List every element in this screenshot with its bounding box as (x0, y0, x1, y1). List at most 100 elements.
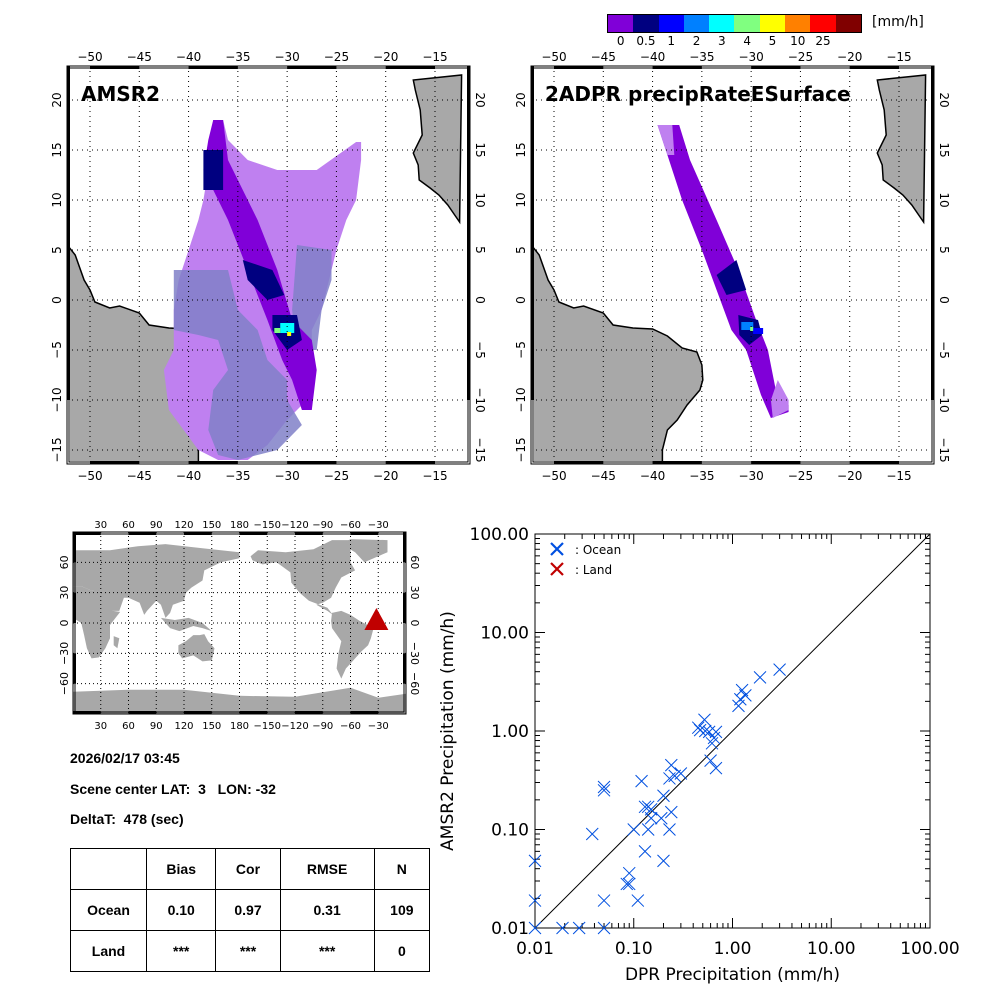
dpr-moderate-precip-cell (716, 260, 747, 295)
stats-header-n: N (373, 848, 431, 890)
one-to-one-line (534, 533, 931, 929)
world-map-lat-label-left: −60 (58, 672, 71, 695)
world-map-lon-label-top: −90 (312, 520, 333, 531)
world-map-frame-bar (350, 711, 379, 714)
scatter-point-ocean (663, 823, 676, 836)
y-tick-label: 0.01 (491, 919, 529, 939)
amsr2-mixed-precip-area (173, 270, 302, 460)
colorbar-tick-label: 3 (718, 34, 726, 48)
scatter-point-ocean (638, 800, 652, 814)
triangle-marker-icon (364, 607, 389, 630)
world-map-frame-bar (73, 532, 101, 535)
y-tick-label: 1.00 (491, 722, 529, 742)
north-america-landmass (250, 540, 356, 615)
world-map-lon-label-top: 90 (150, 520, 163, 531)
dpr-map: −50−50−45−45−40−40−35−35−30−30−25−25−20−… (514, 50, 951, 480)
world-map-lon-label-bottom: −120 (281, 721, 308, 732)
map-lat-label-right: 10 (473, 192, 487, 207)
scatter-point-ocean (644, 811, 658, 825)
world-map-lon-label-bottom: −150 (254, 721, 281, 732)
world-map-lon-label-bottom: 120 (174, 721, 193, 732)
world-map-frame-bar (239, 711, 268, 714)
map-lon-label-top: −35 (225, 50, 250, 64)
map-frame-bar (652, 66, 702, 69)
world-map-frame-bar (73, 711, 101, 714)
map-frame-bar (287, 461, 337, 464)
map-frame-bar (287, 66, 337, 69)
map-lon-label-top: −30 (274, 50, 299, 64)
scatter-point-ocean (627, 823, 641, 836)
map-lon-label-bottom: −15 (886, 469, 911, 480)
map-lat-label-right: −15 (937, 437, 951, 462)
map-frame-bar (90, 66, 140, 69)
scatter-point-ocean (644, 803, 658, 816)
map-lat-label-right: −5 (473, 341, 487, 359)
map-lat-label-right: 20 (473, 92, 487, 107)
map-lon-label-top: −20 (837, 50, 862, 64)
world-map-frame-bar (295, 711, 323, 714)
map-lon-label-bottom: −35 (689, 469, 714, 480)
scatter-point-ocean (704, 754, 717, 768)
map-lat-label-left: 20 (50, 92, 64, 107)
scatter-point-ocean (556, 921, 569, 935)
map-lon-label-bottom: −40 (640, 469, 665, 480)
stats-row-land: Land *** *** *** 0 (70, 930, 431, 972)
scatter-point-ocean (698, 724, 712, 738)
world-map-lon-label-top: 150 (202, 520, 221, 531)
colorbar-tick-label: 25 (815, 34, 831, 48)
x-axis-label: DPR Precipitation (mm/h) (625, 965, 840, 985)
map-lon-label-top: −35 (689, 50, 714, 64)
map-lon-label-bottom: −25 (788, 469, 813, 480)
map-lat-label-left: 15 (50, 142, 64, 157)
world-map-lon-label-bottom: 30 (94, 721, 107, 732)
map-lon-label-bottom: −45 (127, 469, 152, 480)
map-lon-label-top: −20 (373, 50, 398, 64)
map-lon-label-top: −15 (886, 50, 911, 64)
stats-cell: *** (215, 930, 281, 972)
stats-header-cell (70, 848, 147, 890)
colorbar-tick-label: 10 (790, 34, 806, 48)
scatter-point-ocean (528, 921, 542, 935)
map-frame-bar (385, 66, 435, 69)
y-tick-label: 10.00 (480, 624, 529, 644)
dpr-light-precip-area (770, 380, 789, 418)
map-lon-label-top: −15 (422, 50, 447, 64)
map-lat-label-right: 15 (937, 142, 951, 157)
map-lat-label-left: −10 (50, 387, 64, 412)
world-map-lat-label-left: 0 (58, 620, 71, 627)
colorbar-tick-label: 1 (667, 34, 676, 48)
map-lat-label-left: −15 (514, 437, 528, 462)
colorbar (607, 14, 862, 33)
x-tick-label: 1.00 (714, 939, 752, 959)
stats-cell: *** (145, 930, 217, 972)
colorbar-swatch (658, 15, 684, 32)
map-lat-label-right: 0 (937, 296, 951, 304)
world-map-frame-bar (73, 532, 76, 563)
x-tick-label: 100.00 (900, 939, 959, 959)
colorbar-tick-label: 4 (743, 34, 751, 48)
legend-marker-ocean-icon (550, 542, 564, 556)
map-content (70, 69, 467, 461)
amsr2-heavy-precip-cell (287, 332, 292, 336)
stats-cell: 109 (373, 889, 431, 931)
y-tick-label: 0.10 (491, 821, 529, 841)
world-map-lon-label-bottom: 90 (150, 721, 163, 732)
scatter-point-ocean (620, 877, 634, 891)
scatter-point-ocean (657, 789, 670, 803)
world-map-frame-bar (403, 592, 406, 623)
world-map-frame-bar (184, 711, 212, 714)
map-lat-label-left: 0 (50, 296, 64, 304)
map-title: AMSR2 (81, 82, 160, 106)
stats-cell: 0.97 (215, 889, 281, 931)
colorbar-swatch (709, 15, 735, 32)
scatter-point-ocean (597, 894, 611, 907)
amsr2-moderate-precip-cell (203, 150, 224, 190)
stats-cell: 0.31 (279, 889, 375, 931)
scatter-point-ocean (657, 854, 670, 868)
world-map-frame-bar (350, 532, 379, 535)
scatter-point-ocean (528, 894, 542, 907)
madagascar-landmass (113, 636, 120, 649)
delta-t-label: DeltaT: 478 (sec) (70, 811, 184, 827)
scatter-point-ocean (597, 921, 611, 935)
map-lat-label-right: 20 (937, 92, 951, 107)
